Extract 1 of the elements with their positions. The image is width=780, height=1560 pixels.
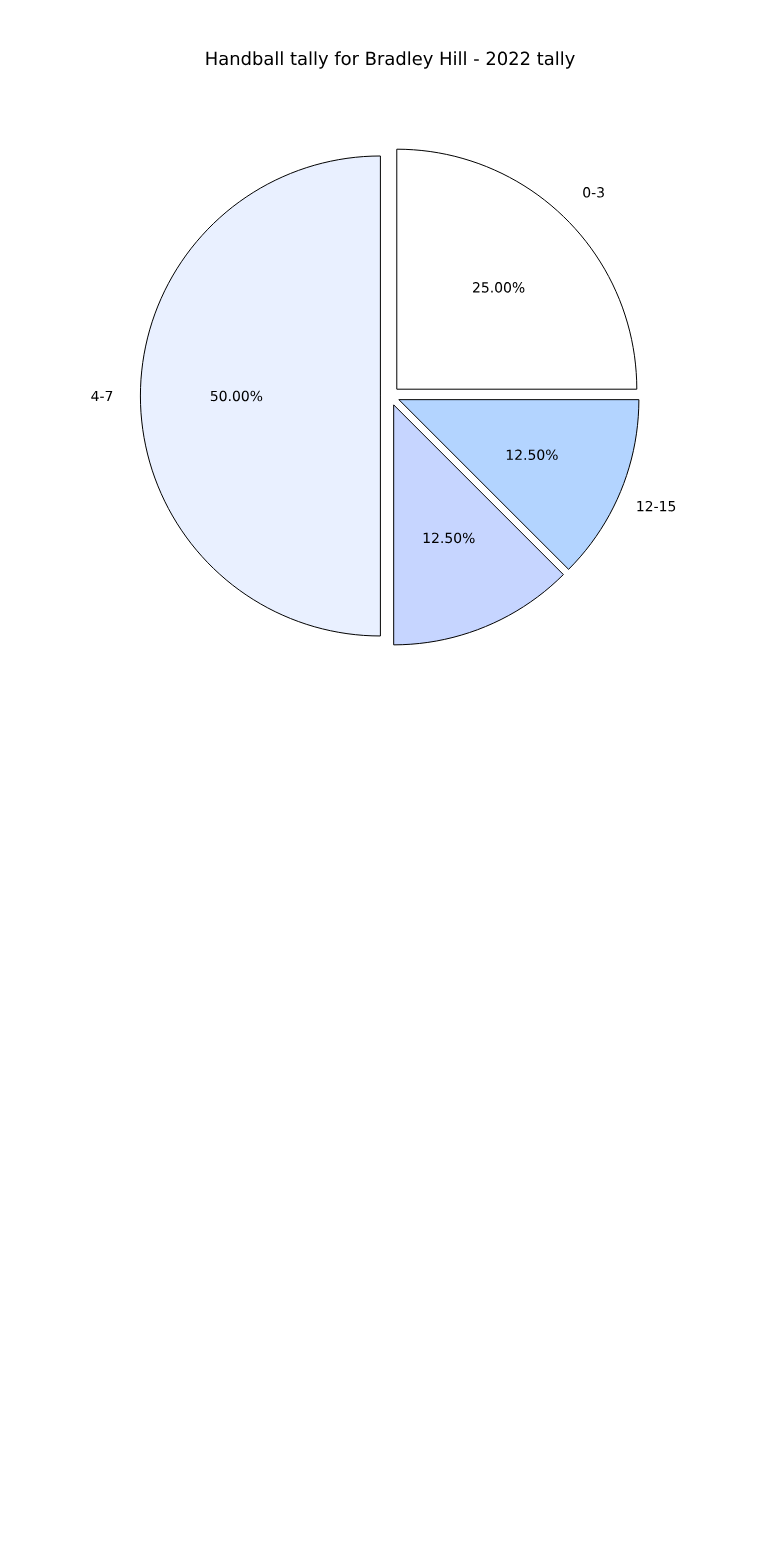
chart-title: Handball tally for Bradley Hill - 2022 tally [206, 51, 575, 69]
